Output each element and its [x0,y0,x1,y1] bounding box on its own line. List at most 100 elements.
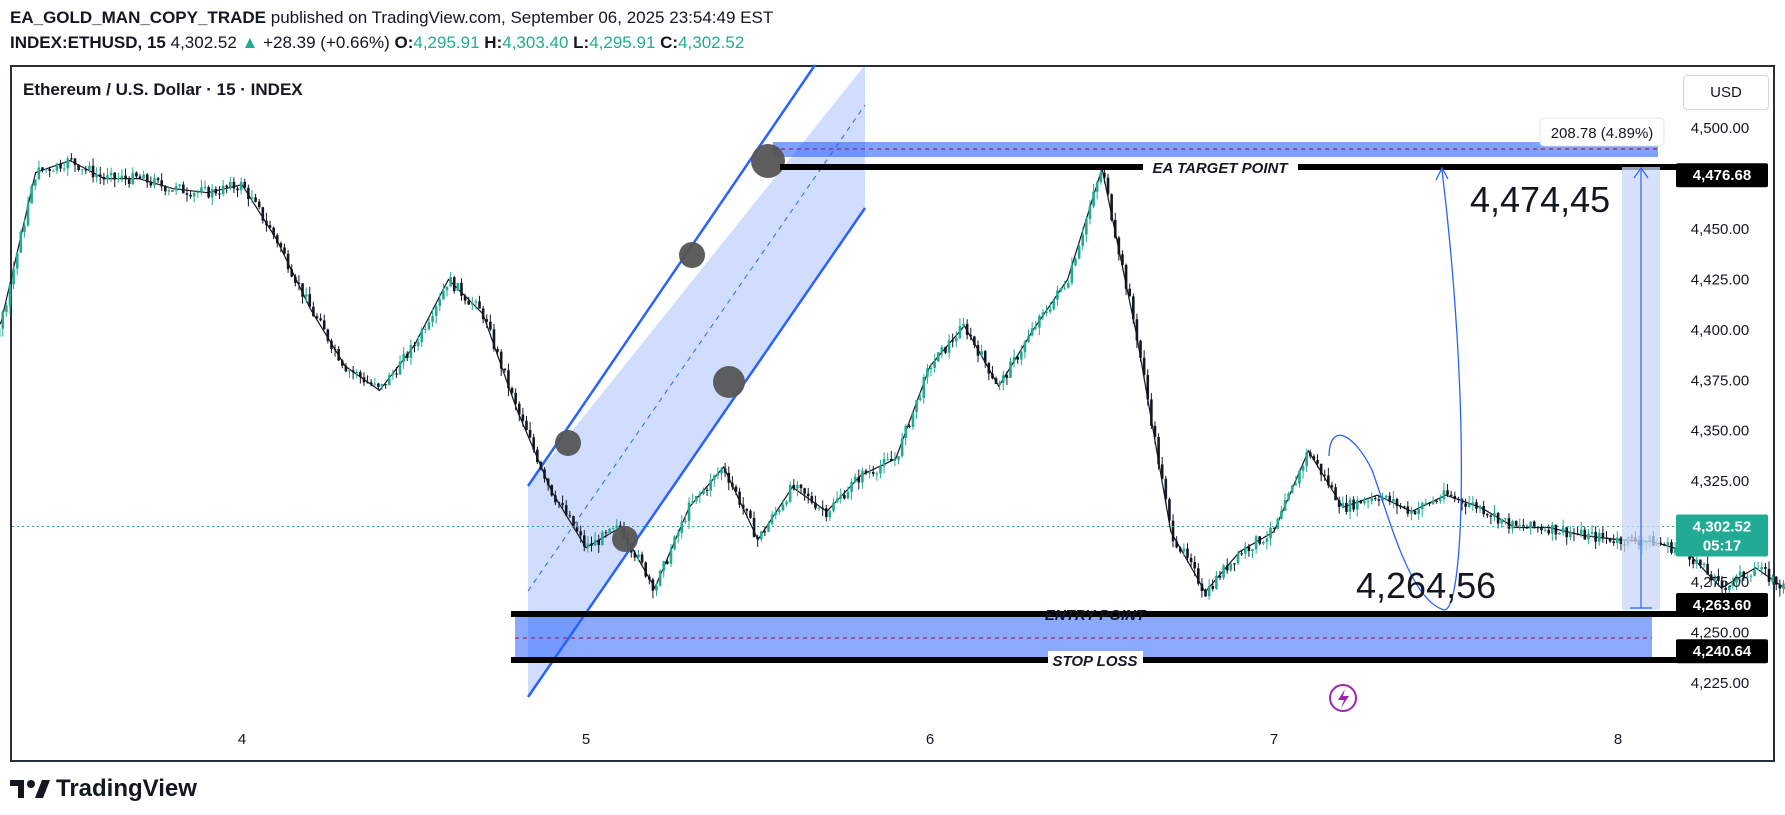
candle-body [1186,548,1189,558]
candle-body [1482,506,1485,515]
candle-body [1211,586,1215,589]
currency-button[interactable]: USD [1683,75,1769,110]
candle-body [944,346,947,353]
candle-body [467,300,470,305]
symbol-label[interactable]: INDEX:ETHUSD, 15 [10,33,166,52]
candle-body [723,468,727,473]
price-axis-label-value: 4,263.60 [1693,597,1751,614]
candle-body [80,169,84,171]
candle-body [965,323,969,335]
candle-body [322,320,326,330]
x-axis-tick-label: 4 [238,731,246,748]
candle-body [236,188,239,191]
candle-body [221,185,225,195]
candle-body [1706,563,1709,575]
y-axis-tick-label: 4,450.00 [1691,221,1749,238]
candle-body [853,476,857,483]
candle-body [1377,499,1381,501]
candle-body [1106,177,1110,195]
candle-body [1453,495,1457,500]
candle-body [33,179,37,186]
candle-body [1197,568,1200,584]
candle-body [449,277,452,287]
candle-body [196,191,200,194]
candle-body [882,459,886,467]
candle-body [1756,569,1760,571]
candle-body [1178,547,1182,552]
candle-body [171,190,174,192]
candle-body [593,539,597,546]
candle-body [1081,234,1085,247]
candle-body [391,373,395,376]
candle-body [879,466,882,474]
candle-body [1771,576,1774,582]
candle-body [1327,475,1330,486]
candle-body [431,316,434,323]
candle-body [84,169,88,171]
x-axis-tick-label: 6 [926,731,934,748]
candle-body [727,472,731,483]
candle-body [257,201,261,208]
candle-body [145,174,149,183]
candle-body [893,459,897,461]
candle-body [1005,375,1009,378]
candle-body [1182,548,1186,552]
candle-body [1160,464,1164,479]
tradingview-logo[interactable]: TradingView [10,775,197,803]
channel-upper-line[interactable] [526,64,817,487]
candle-body [1760,567,1764,570]
candle-body [478,301,481,309]
up-triangle-icon: ▲ [241,33,259,52]
candle-body [1413,511,1417,515]
candle-body [297,282,301,284]
y-axis-tick-label: 4,250.00 [1691,624,1749,641]
candle-body [871,472,875,474]
rising-channel-fill [528,65,865,697]
candle-body [1439,499,1442,502]
candle-body [611,528,615,530]
candle-body [1727,585,1731,590]
candle-body [1601,532,1605,538]
candle-body [684,521,687,523]
candle-body [1392,498,1395,502]
projected-path-curve[interactable] [1328,169,1463,611]
candle-body [192,193,196,197]
candle-body [496,349,499,352]
candle-body [1240,553,1243,555]
candle-body [427,322,431,329]
candle-body [1616,537,1619,544]
candle-body [210,188,214,198]
candle-body [868,472,871,474]
lightning-event-icon[interactable] [1329,684,1357,712]
candle-body [167,190,171,192]
candle-body [647,576,651,580]
candle-body [521,414,525,421]
candle-body [185,193,189,195]
candle-body [1619,537,1623,545]
candle-body [286,253,290,270]
candle-body [770,514,774,524]
low-value: 4,295.91 [589,33,656,52]
candle-body [1128,288,1131,297]
candle-body [1587,533,1590,540]
candle-body [698,493,702,496]
candle-body [637,554,640,558]
chart-frame[interactable] [10,65,1775,762]
author-name[interactable]: EA_GOLD_MAN_COPY_TRADE [10,8,266,27]
entry-level-label: ENTRY POINT [1045,607,1147,624]
candle-body [261,207,265,221]
candle-body [8,284,12,306]
candle-body [875,473,879,475]
open-label: O: [394,33,414,52]
candle-body [229,181,232,188]
candle-body [1222,565,1225,578]
candle-body [1558,532,1561,535]
candle-body [340,360,344,366]
candle-body [788,485,792,502]
candle-body [26,203,30,226]
candle-body [247,187,250,200]
candle-body [662,561,666,571]
candle-body [1590,532,1594,534]
candle-body [301,283,304,297]
